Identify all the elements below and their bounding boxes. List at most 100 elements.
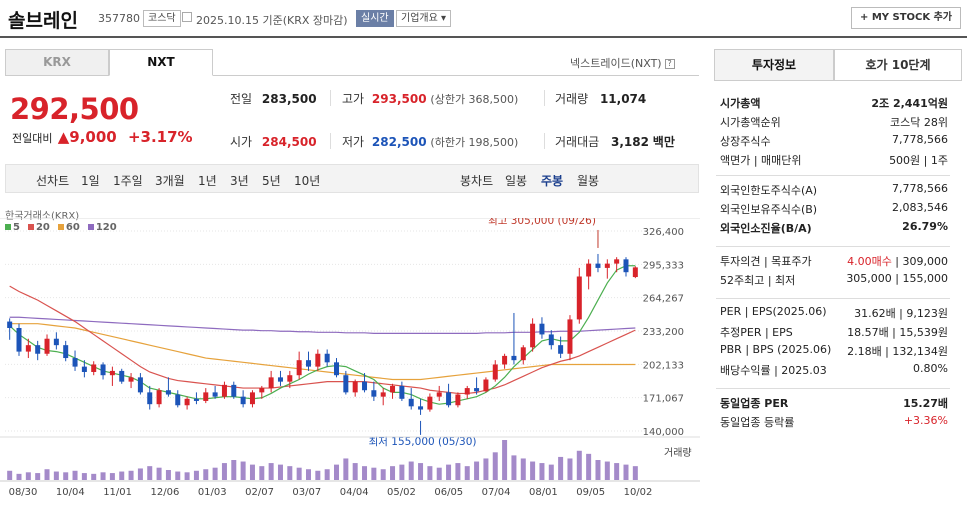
candle-body bbox=[287, 375, 293, 382]
quote-high: 고가 293,500 (상한가 368,500) bbox=[342, 90, 518, 107]
x-tick-label: 03/07 bbox=[292, 487, 321, 498]
candle-body bbox=[530, 323, 536, 348]
tab-krx[interactable]: KRX bbox=[5, 49, 109, 76]
candle-body bbox=[464, 388, 470, 395]
candle-body bbox=[305, 360, 311, 367]
legend-item: 5 bbox=[5, 222, 20, 233]
info-value: 7,778,566 bbox=[892, 182, 948, 195]
tab-nxt[interactable]: NXT bbox=[109, 49, 213, 76]
volume-bar bbox=[324, 469, 330, 480]
y-tick-label: 233,200 bbox=[643, 327, 684, 338]
amount-value: 3,182 bbox=[611, 135, 649, 149]
legend-label: 120 bbox=[95, 222, 117, 233]
base-date: 2025.10.15 기준(KRX 장마감) bbox=[196, 14, 348, 27]
candle-body bbox=[446, 392, 452, 406]
volume-bar bbox=[623, 464, 629, 480]
info-row: PBR | BPS (2025.06) 2.18배 | 132,134원 bbox=[720, 343, 948, 362]
period-5y[interactable]: 5년 bbox=[262, 174, 281, 188]
info-row: 액면가 | 매매단위 500원 | 1주 bbox=[720, 152, 948, 171]
volume-bar bbox=[268, 463, 274, 480]
prev-label: 전일 bbox=[230, 92, 253, 106]
realtime-badge[interactable]: 실시간 bbox=[356, 10, 394, 27]
x-tick-label: 01/03 bbox=[198, 487, 227, 498]
period-3y[interactable]: 3년 bbox=[230, 174, 249, 188]
header-divider bbox=[0, 36, 967, 38]
x-tick-label: 08/30 bbox=[9, 487, 38, 498]
candle-body bbox=[427, 396, 433, 410]
info-key: 액면가 | 매매단위 bbox=[720, 154, 802, 167]
candle-body bbox=[614, 259, 620, 264]
volume-bar bbox=[492, 452, 498, 480]
change-value: ▲9,000 bbox=[57, 128, 117, 146]
volume-bar bbox=[44, 469, 50, 480]
info-row: 시가총액 2조 2,441억원 bbox=[720, 95, 948, 114]
open-value: 284,500 bbox=[261, 135, 317, 149]
x-tick-label: 06/05 bbox=[434, 487, 463, 498]
panel-divider bbox=[716, 298, 950, 299]
candle-body bbox=[100, 364, 106, 376]
volume-bar bbox=[315, 470, 321, 480]
candle-body bbox=[72, 358, 78, 367]
info-key: 외국인한도주식수(A) bbox=[720, 184, 818, 197]
candle-body bbox=[119, 370, 125, 382]
candle-body bbox=[408, 398, 414, 407]
candle-body bbox=[623, 259, 629, 273]
candle-body bbox=[558, 345, 564, 354]
x-tick-label: 10/02 bbox=[624, 487, 653, 498]
candle-weekly[interactable]: 주봉 bbox=[541, 174, 564, 188]
candle-daily[interactable]: 일봉 bbox=[505, 174, 528, 188]
open-label: 시가 bbox=[230, 135, 253, 149]
info-value: 2조 2,441억원 bbox=[871, 97, 948, 110]
legend-swatch bbox=[5, 224, 11, 230]
volume-bar bbox=[343, 458, 349, 480]
y-tick-label: 295,333 bbox=[643, 260, 684, 271]
candle-body bbox=[249, 392, 255, 405]
candle-body bbox=[362, 381, 368, 391]
period-3m[interactable]: 3개월 bbox=[155, 174, 185, 188]
volume-bar bbox=[511, 455, 517, 480]
info-key: 외국인보유주식수(B) bbox=[720, 203, 818, 216]
market-badge: 코스닥 bbox=[143, 10, 181, 27]
high-label: 고가 bbox=[342, 92, 365, 106]
info-value: 18.57배 | 15,539원 bbox=[847, 326, 948, 339]
candle-body bbox=[436, 392, 442, 397]
amount-unit: 백만 bbox=[652, 135, 675, 149]
price-chart[interactable]: 326,400 295,333 264,267 233,200 202,133 171,0… bbox=[0, 218, 700, 526]
panel-divider bbox=[716, 175, 950, 176]
volume-bar bbox=[296, 467, 302, 480]
volume-bar bbox=[520, 458, 526, 480]
volume-bar bbox=[408, 461, 414, 480]
candle-body bbox=[595, 263, 601, 268]
candle-body bbox=[539, 323, 545, 335]
candle-body bbox=[175, 394, 181, 406]
annotation-high: 최고 305,000 (09/26) bbox=[488, 218, 596, 227]
tab-orderbook[interactable]: 호가 10단계 bbox=[834, 49, 962, 81]
line-chart-label: 선차트 bbox=[36, 174, 70, 188]
period-1d[interactable]: 1일 bbox=[81, 174, 100, 188]
candle-body bbox=[474, 388, 480, 392]
info-row: 52주최고 | 최저 305,000 | 155,000 bbox=[720, 272, 948, 291]
add-mystock-button[interactable]: + MY STOCK 추가 bbox=[850, 7, 961, 29]
candle-body bbox=[502, 355, 508, 365]
tab-investment-info[interactable]: 투자정보 bbox=[714, 49, 834, 81]
volume-bar bbox=[576, 450, 582, 480]
period-10y[interactable]: 10년 bbox=[294, 174, 321, 188]
candle-monthly[interactable]: 월봉 bbox=[577, 174, 600, 188]
company-overview-button[interactable]: 기업개요 ▾ bbox=[396, 10, 451, 27]
info-row: 동일업종 PER 15.27배 bbox=[720, 395, 948, 414]
quote-amount: 거래대금 3,182 백만 bbox=[555, 133, 675, 150]
volume-bar bbox=[249, 464, 255, 480]
upper-limit: (상한가 368,500) bbox=[430, 93, 519, 106]
candle-body bbox=[44, 338, 50, 354]
candle-body bbox=[277, 377, 283, 382]
volume-bar bbox=[81, 473, 87, 480]
chart-toolbar: 선차트 1일 1주일 3개월 1년 3년 5년 10년 봉차트 일봉 주봉 월봉 bbox=[5, 164, 699, 193]
volume-bar bbox=[530, 461, 536, 480]
x-tick-label: 10/04 bbox=[56, 487, 85, 498]
candle-body bbox=[492, 364, 498, 380]
period-1y[interactable]: 1년 bbox=[198, 174, 217, 188]
period-1w[interactable]: 1주일 bbox=[113, 174, 143, 188]
nxt-note: 넥스트레이드(NXT)? bbox=[570, 55, 675, 71]
help-icon[interactable]: ? bbox=[664, 59, 675, 69]
quote-open: 시가 284,500 bbox=[230, 133, 317, 150]
